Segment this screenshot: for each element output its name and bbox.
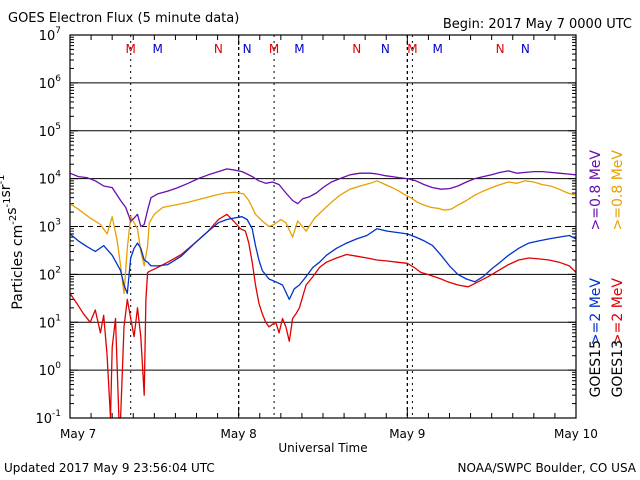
x-tick-label: May 7 [60, 427, 96, 441]
x-axis-ticks: May 7 May 8 May 9 May 10 [60, 35, 598, 441]
y-axis-ticks: 107 106 105 104 103 102 101 100 10-1 [35, 26, 576, 427]
plot-frame [69, 34, 577, 419]
mn-marker: N [521, 42, 530, 56]
mn-marker: N [496, 42, 505, 56]
y-tick-label: 100 [39, 361, 62, 379]
y-axis-label: Particles cm-2s-1sr-1 [0, 174, 26, 309]
series-line [69, 213, 577, 419]
series-line [69, 180, 577, 295]
gridlines [70, 35, 576, 418]
legend-entry: GOES15 [588, 340, 604, 397]
mn-marker: M [269, 42, 279, 56]
mn-marker: M [407, 42, 417, 56]
series-line [69, 168, 577, 228]
mn-marker: N [214, 42, 223, 56]
mn-marker: N [243, 42, 252, 56]
y-tick-label: 102 [39, 265, 61, 283]
x-tick-label: May 9 [389, 427, 425, 441]
legend-entry: GOES13 [610, 340, 626, 397]
y-tick-label: 101 [39, 313, 61, 331]
legend-entry: >=0.8 MeV [610, 150, 626, 231]
mn-marker: M [294, 42, 304, 56]
credit: NOAA/SWPC Boulder, CO USA [458, 461, 637, 475]
y-tick-label: 107 [39, 26, 61, 44]
x-tick-label: May 10 [554, 427, 598, 441]
legend-entry: >=0.8 MeV [588, 150, 604, 231]
begin-time: Begin: 2017 May 7 0000 UTC [443, 17, 632, 32]
mn-marker: N [381, 42, 390, 56]
mn-marker: M [153, 42, 163, 56]
x-axis-label: Universal Time [278, 441, 367, 455]
chart-title: GOES Electron Flux (5 minute data) [8, 11, 239, 26]
y-tick-label: 105 [39, 122, 61, 140]
y-tick-label: 10-1 [35, 409, 61, 427]
mn-marker: N [352, 42, 361, 56]
series-lines [69, 168, 577, 419]
updated-timestamp: Updated 2017 May 9 23:56:04 UTC [4, 461, 215, 475]
x-tick-label: May 8 [221, 427, 257, 441]
y-tick-label: 104 [39, 170, 62, 188]
y-tick-label: 103 [39, 218, 61, 236]
legend-entry: >=2 MeV [588, 278, 604, 346]
series-line [69, 216, 577, 301]
mn-marker: M [433, 42, 443, 56]
y-tick-label: 106 [39, 74, 62, 92]
right-legend: >=0.8 MeV>=0.8 MeV>=2 MeV>=2 MeVGOES13GO… [588, 150, 626, 398]
legend-entry: >=2 MeV [610, 278, 626, 346]
mn-marker: M [126, 42, 136, 56]
